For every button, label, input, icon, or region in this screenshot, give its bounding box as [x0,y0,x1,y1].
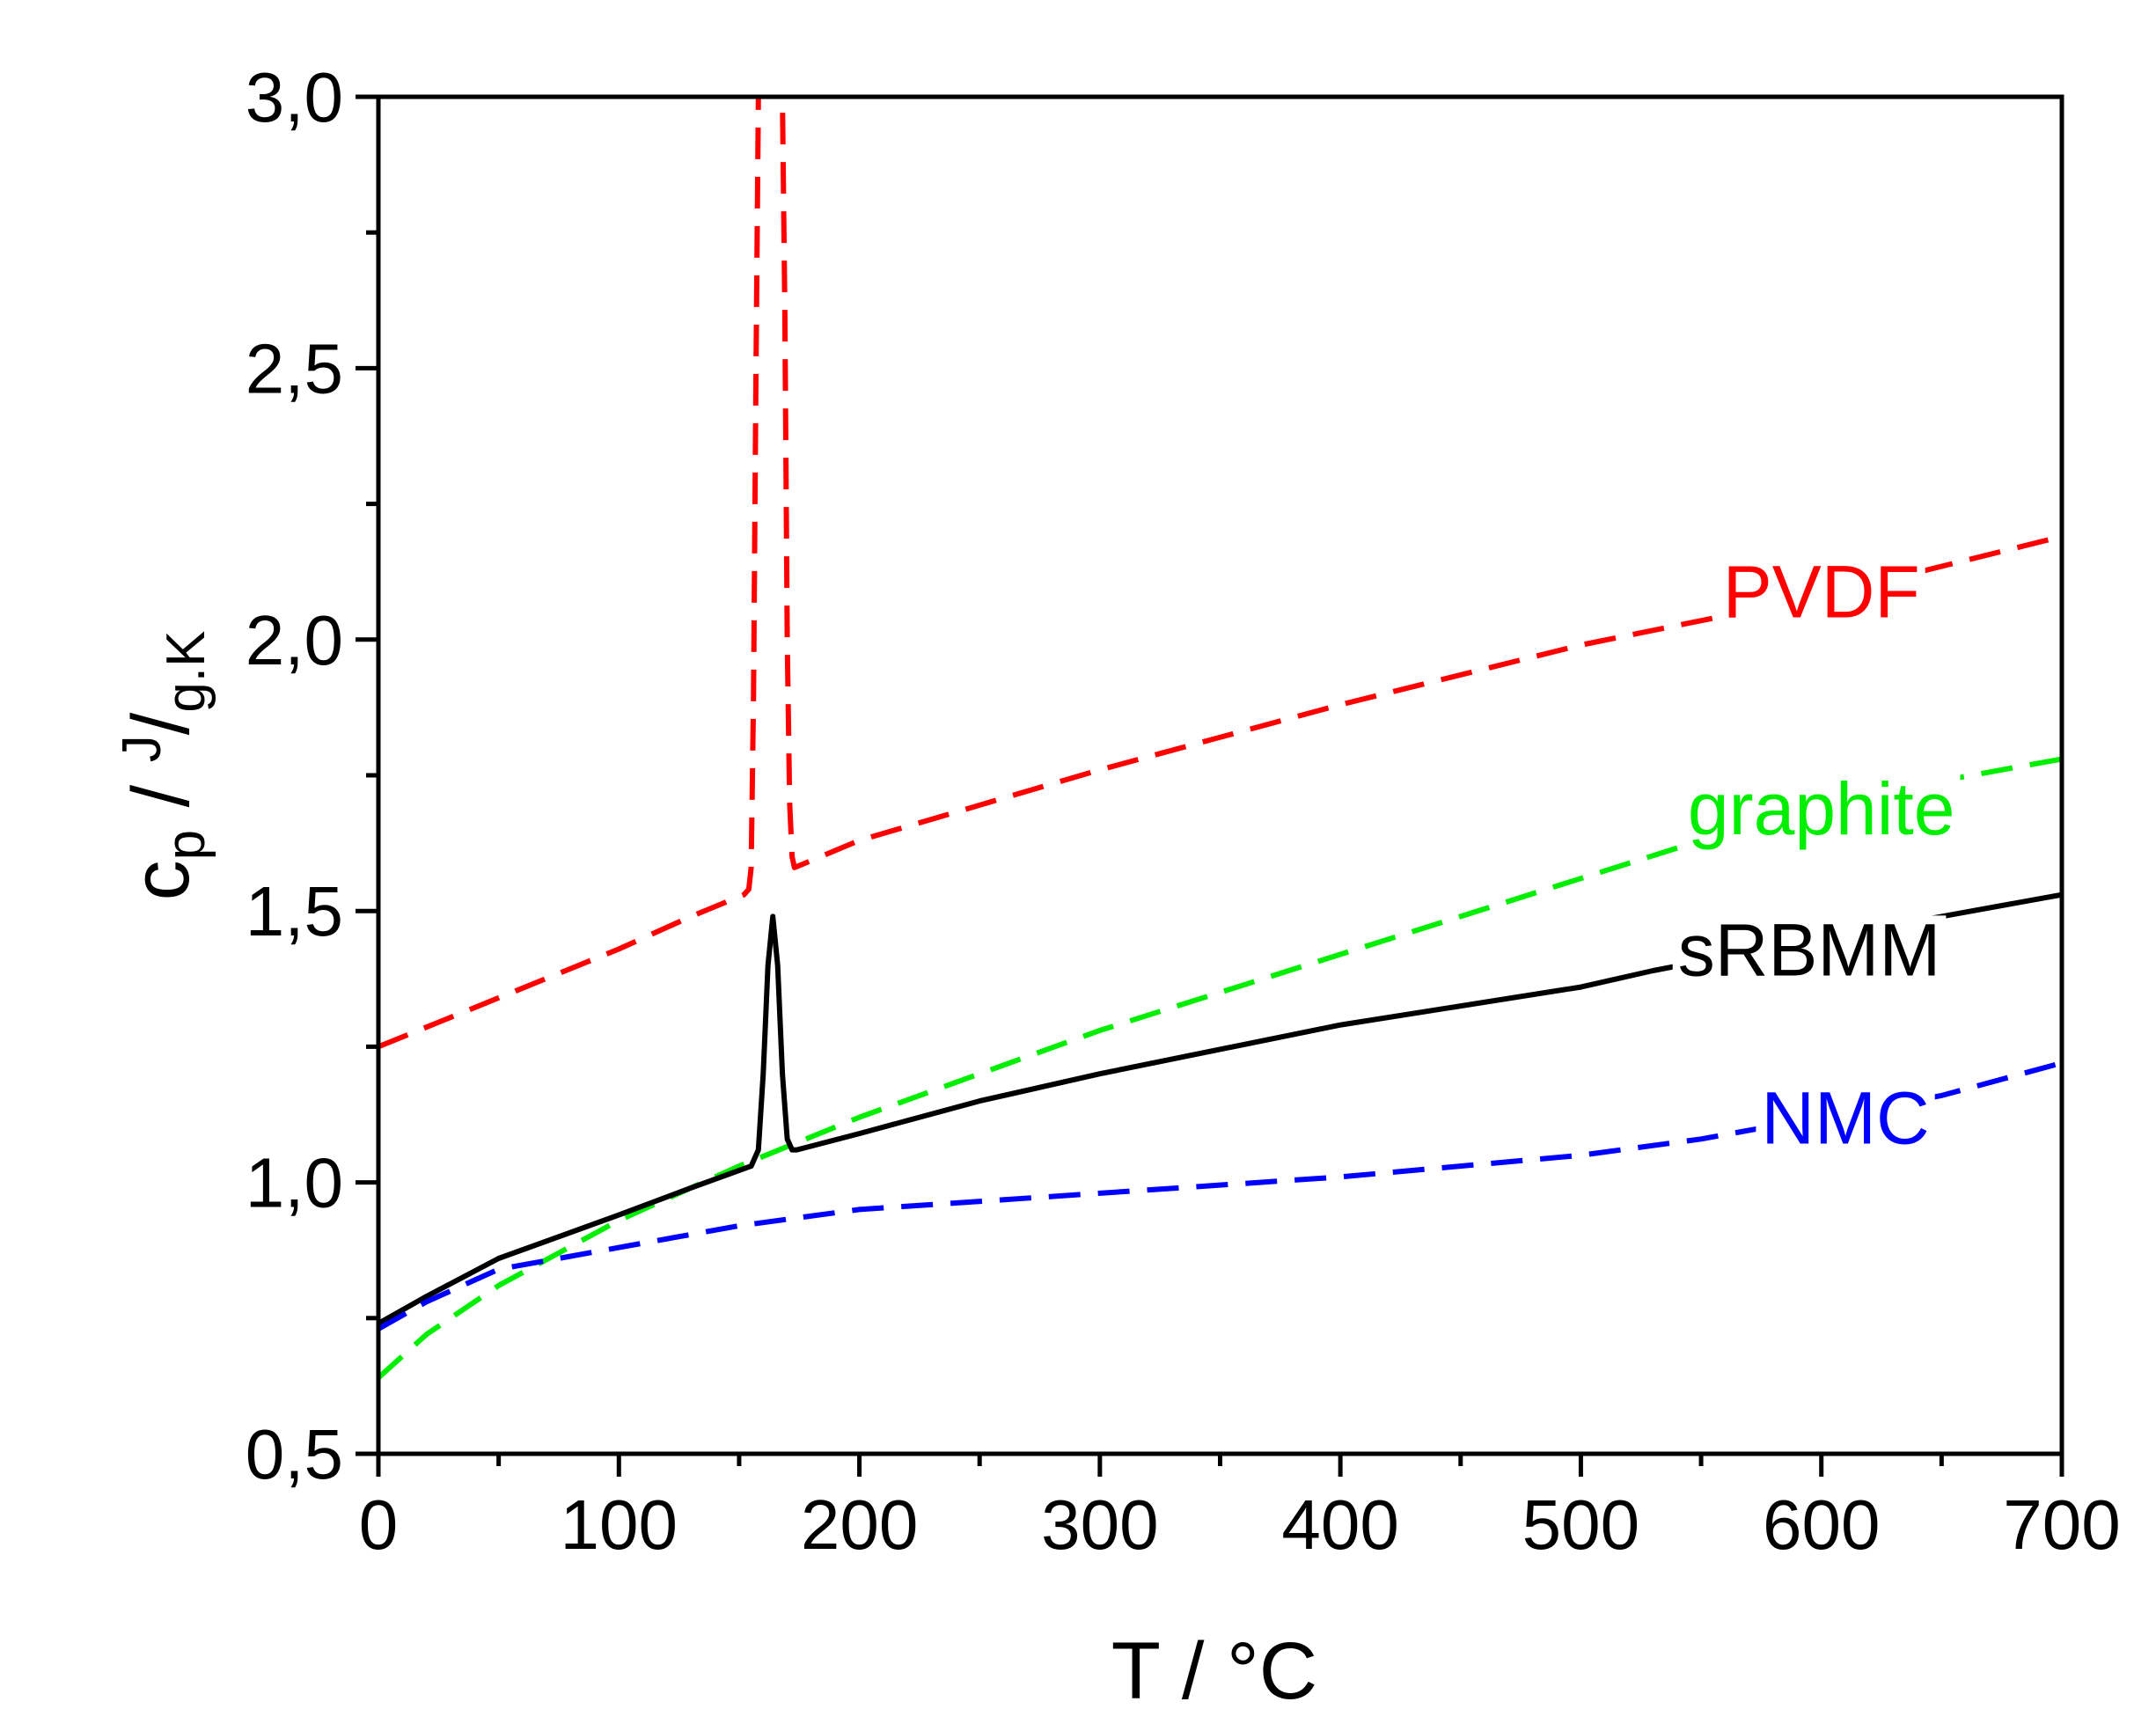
y-tick-label: 1,5 [246,872,343,950]
series-label-backing [1672,915,1947,985]
series-layer [378,97,2062,1380]
series-line-nmc [378,1060,2062,1331]
y-tick-label: 2,5 [246,329,343,407]
y-axis-title-unit-denominator: g.K [156,631,216,713]
labels-layer: 0 100 200 300 400 500 600 700 0,5 1,0 1,5 2,0 2,5 3,0… [246,58,2121,1564]
y-tick-label: 2,0 [246,601,343,679]
series-line-graphite [378,756,2062,1380]
x-tick-label: 0 [359,1485,399,1564]
series-label-backing [1682,774,1961,844]
x-tick-label: 600 [1763,1485,1880,1564]
series-label-backing [1717,557,1925,627]
x-tick-label: 500 [1522,1485,1639,1564]
y-axis-title: cp / J/g.K [112,631,216,901]
series-label-srbmm: sRBMM [1678,908,1941,991]
y-axis-title-unit-numerator: J [112,735,172,762]
y-tick-label: 0,5 [246,1415,343,1493]
y-axis-title-symbol: c [116,860,206,900]
y-axis-title-fraction-slash: / [116,712,206,735]
series-label-pvdf: PVDF [1723,550,1920,633]
x-tick-label: 200 [801,1485,918,1564]
series-label-group-nmc: NMC [1756,1077,1935,1160]
series-line-srbmm [378,891,2062,1326]
x-tick-label: 300 [1041,1485,1158,1564]
series-label-group-graphite: graphite [1682,767,1961,850]
ticks-layer [356,94,2064,1477]
series-label-backing [1756,1083,1935,1153]
x-tick-label: 400 [1281,1485,1398,1564]
y-tick-label: 3,0 [246,58,343,136]
y-tick-label: 1,0 [246,1144,343,1222]
x-tick-label: 100 [561,1485,678,1564]
y-axis-title-separator: / [116,762,206,830]
x-axis-title: T / °C [1111,1626,1317,1716]
y-axis-title-subscript: p [156,830,216,860]
x-tick-label: 700 [2003,1485,2120,1564]
series-label-nmc: NMC [1761,1077,1929,1160]
series-label-group-srbmm: sRBMM [1672,908,1947,991]
series-label-graphite: graphite [1688,767,1955,850]
series-label-group-pvdf: PVDF [1717,550,1925,633]
